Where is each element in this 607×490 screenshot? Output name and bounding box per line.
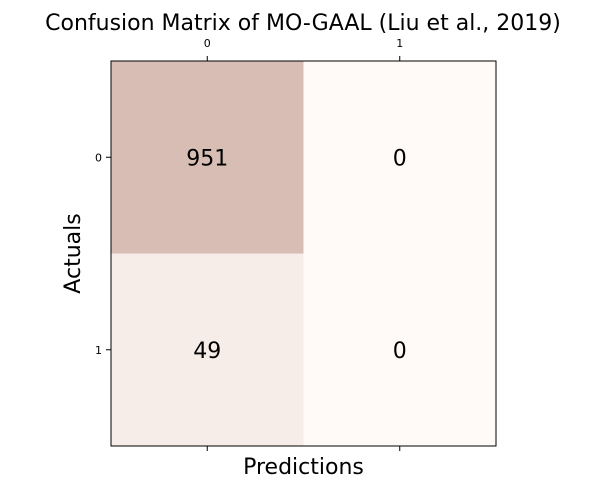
chart-title: Confusion Matrix of MO-GAAL (Liu et al.,… [45,11,561,36]
cell-value-r1-c1: 0 [393,339,407,364]
matrix-cell-r1-c0 [111,253,304,446]
cell-value-r0-c0: 951 [186,146,228,171]
y-tick-label-0: 0 [95,151,102,164]
x-axis-label: Predictions [243,455,364,480]
cell-value-r0-c1: 0 [393,146,407,171]
y-tick-label-1: 1 [95,344,102,357]
matrix-cell-r1-c1 [303,253,496,446]
x-tick-label-0: 0 [204,37,211,50]
x-tick-label-1: 1 [396,37,403,50]
axis-ticks: 0 1 0 1 [95,37,403,451]
y-axis-label: Actuals [61,213,86,293]
matrix-cell-r0-c0 [111,61,304,254]
plot-frame [110,60,497,447]
matrix-cell-r0-c1 [303,61,496,254]
matrix-cells: 951 0 49 0 [111,61,496,446]
cell-value-r1-c0: 49 [193,339,221,364]
